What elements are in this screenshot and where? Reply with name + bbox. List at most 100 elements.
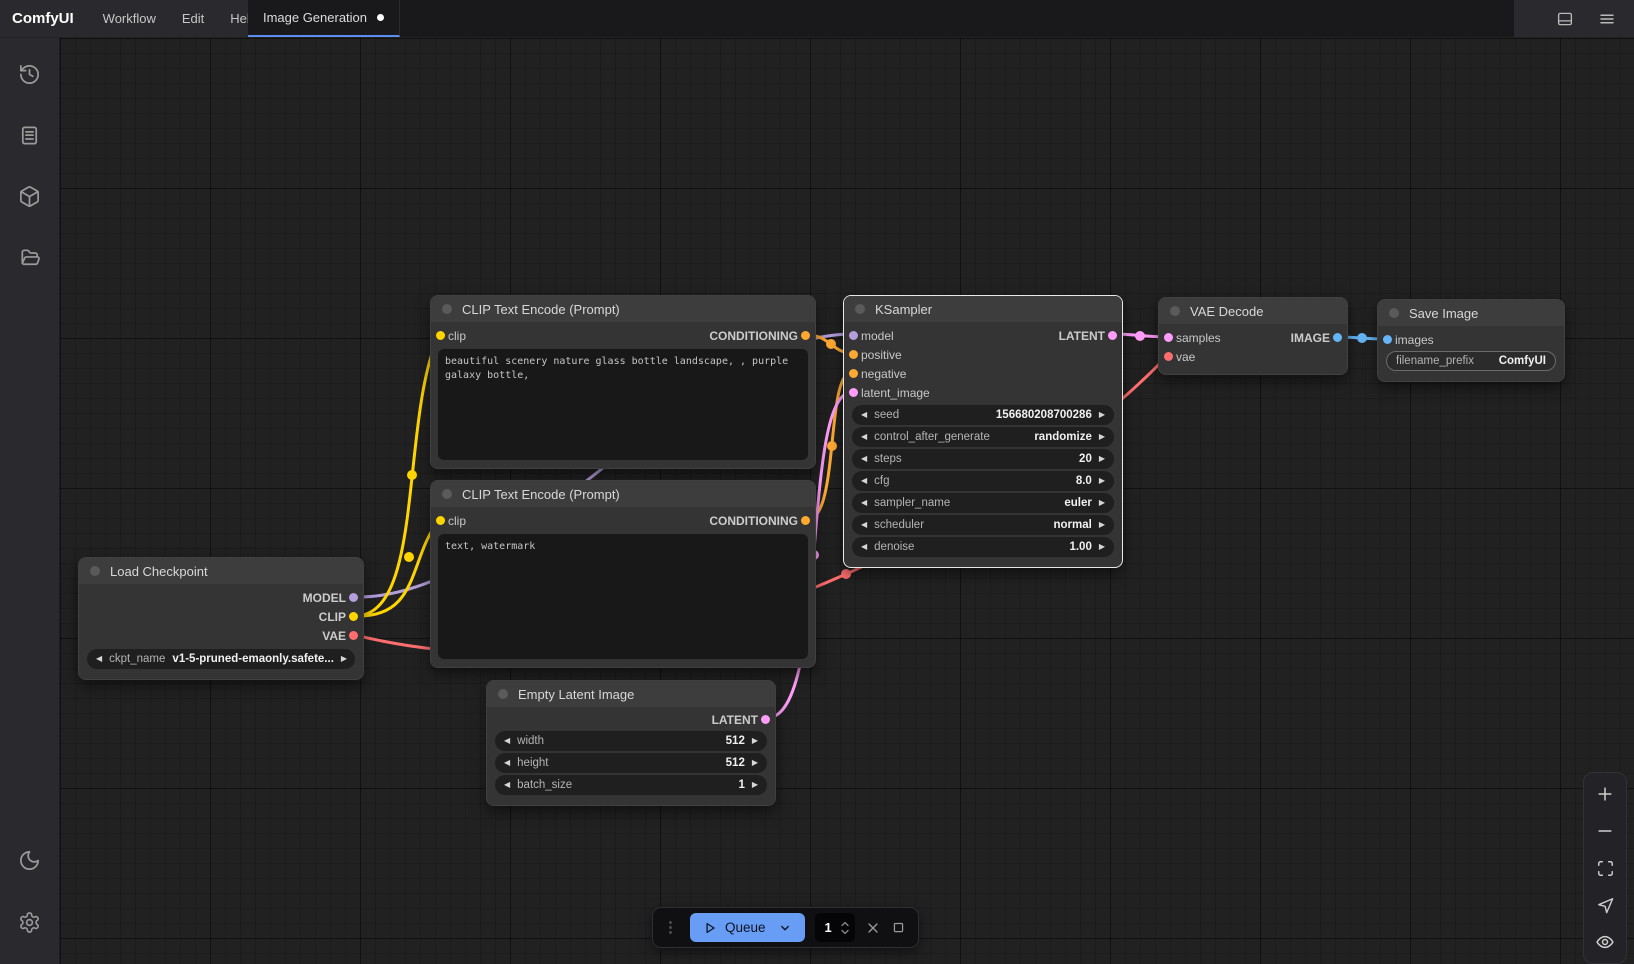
decrement-arrow-icon[interactable]: ◀ — [96, 654, 103, 663]
node-save-image[interactable]: Save Image images filename_prefix ComfyU… — [1377, 299, 1565, 382]
widget-control-after-generate[interactable]: ◀ control_after_generate randomize ▶ — [852, 427, 1114, 447]
decrement-arrow-icon[interactable]: ◀ — [861, 542, 868, 551]
menu-workflow[interactable]: Workflow — [102, 11, 156, 26]
node-ksampler[interactable]: KSampler model LATENT positive negative … — [843, 295, 1123, 568]
increment-arrow-icon[interactable]: ▶ — [340, 654, 348, 663]
input-slot-vae[interactable] — [1164, 352, 1173, 361]
moon-icon[interactable] — [10, 840, 50, 880]
queue-button[interactable]: Queue — [690, 913, 805, 942]
node-clip-text-encode-negative[interactable]: CLIP Text Encode (Prompt) clip CONDITION… — [430, 480, 816, 668]
interrupt-button[interactable] — [891, 920, 906, 935]
menu-edit[interactable]: Edit — [181, 11, 205, 26]
hamburger-menu-icon[interactable] — [1598, 10, 1616, 28]
input-slot-images[interactable] — [1383, 335, 1392, 344]
widget-steps[interactable]: ◀ steps 20 ▶ — [852, 449, 1114, 469]
chevron-down-icon[interactable] — [778, 921, 792, 935]
decrement-arrow-icon[interactable]: ◀ — [504, 758, 511, 767]
increment-arrow-icon[interactable]: ▶ — [1098, 432, 1105, 441]
fit-view-button[interactable] — [1593, 856, 1617, 880]
output-slot-conditioning[interactable] — [801, 331, 810, 340]
output-slot-latent[interactable] — [1108, 331, 1117, 340]
increment-arrow-icon[interactable]: ▶ — [1098, 454, 1105, 463]
decrement-arrow-icon[interactable]: ◀ — [861, 520, 868, 529]
zoom-in-button[interactable] — [1593, 782, 1617, 806]
batch-count-input[interactable]: 1 — [814, 913, 855, 942]
node-title-bar[interactable]: CLIP Text Encode (Prompt) — [431, 296, 815, 322]
node-vae-decode[interactable]: VAE Decode samples IMAGE vae — [1158, 297, 1348, 375]
decrement-arrow-icon[interactable]: ◀ — [504, 736, 511, 745]
decrement-arrow-icon[interactable]: ◀ — [861, 476, 868, 485]
drag-handle[interactable]: ⋮ — [663, 919, 678, 936]
output-slot-vae[interactable] — [349, 631, 358, 640]
widget-cfg[interactable]: ◀ cfg 8.0 ▶ — [852, 471, 1114, 491]
node-load-checkpoint[interactable]: Load Checkpoint MODEL CLIP VAE ◀ ckpt_na… — [78, 557, 364, 680]
node-clip-text-encode-positive[interactable]: CLIP Text Encode (Prompt) clip CONDITION… — [430, 295, 816, 469]
slot-row: vae — [1159, 347, 1347, 366]
widget-scheduler[interactable]: ◀ scheduler normal ▶ — [852, 515, 1114, 535]
widget-filename-prefix[interactable]: filename_prefix ComfyUI — [1386, 351, 1556, 371]
output-slot-latent[interactable] — [761, 715, 770, 724]
collapse-dot[interactable] — [90, 566, 100, 576]
increment-arrow-icon[interactable]: ▶ — [751, 736, 758, 745]
folder-open-icon[interactable] — [10, 237, 50, 277]
output-slot-clip[interactable] — [349, 612, 358, 621]
input-slot-clip[interactable] — [436, 516, 445, 525]
input-slot-latent-image[interactable] — [849, 388, 858, 397]
input-slot-samples[interactable] — [1164, 333, 1173, 342]
decrement-arrow-icon[interactable]: ◀ — [861, 432, 868, 441]
node-title-bar[interactable]: KSampler — [844, 296, 1122, 322]
widget-width[interactable]: ◀ width 512 ▶ — [495, 731, 767, 751]
widget-denoise[interactable]: ◀ denoise 1.00 ▶ — [852, 537, 1114, 557]
chevron-down-icon[interactable] — [839, 928, 851, 937]
box-icon[interactable] — [10, 176, 50, 216]
chevron-up-icon[interactable] — [839, 919, 851, 928]
increment-arrow-icon[interactable]: ▶ — [1098, 410, 1105, 419]
decrement-arrow-icon[interactable]: ◀ — [504, 780, 511, 789]
zoom-out-button[interactable] — [1593, 819, 1617, 843]
decrement-arrow-icon[interactable]: ◀ — [861, 498, 868, 507]
node-title-bar[interactable]: Load Checkpoint — [79, 558, 363, 584]
widget-height[interactable]: ◀ height 512 ▶ — [495, 753, 767, 773]
collapse-dot[interactable] — [442, 304, 452, 314]
clear-queue-button[interactable] — [865, 920, 881, 936]
node-title-bar[interactable]: Save Image — [1378, 300, 1564, 326]
increment-arrow-icon[interactable]: ▶ — [1098, 542, 1105, 551]
input-slot-model[interactable] — [849, 331, 858, 340]
input-slot-negative[interactable] — [849, 369, 858, 378]
panel-bottom-icon[interactable] — [1556, 10, 1574, 28]
tab-image-generation[interactable]: Image Generation — [248, 0, 400, 37]
collapse-dot[interactable] — [1389, 308, 1399, 318]
output-slot-model[interactable] — [349, 593, 358, 602]
output-slot-conditioning[interactable] — [801, 516, 810, 525]
widget-ckpt-name[interactable]: ◀ ckpt_name v1-5-pruned-emaonly.safete..… — [87, 649, 355, 669]
toggle-link-visibility-button[interactable] — [1593, 930, 1617, 954]
collapse-dot[interactable] — [1170, 306, 1180, 316]
increment-arrow-icon[interactable]: ▶ — [751, 758, 758, 767]
increment-arrow-icon[interactable]: ▶ — [751, 780, 758, 789]
increment-arrow-icon[interactable]: ▶ — [1098, 520, 1105, 529]
widget-batch-size[interactable]: ◀ batch_size 1 ▶ — [495, 775, 767, 795]
node-title-bar[interactable]: VAE Decode — [1159, 298, 1347, 324]
node-empty-latent-image[interactable]: Empty Latent Image LATENT ◀ width 512 ▶ … — [486, 680, 776, 806]
input-slot-clip[interactable] — [436, 331, 445, 340]
node-title: CLIP Text Encode (Prompt) — [462, 301, 620, 317]
widget-sampler-name[interactable]: ◀ sampler_name euler ▶ — [852, 493, 1114, 513]
decrement-arrow-icon[interactable]: ◀ — [861, 410, 868, 419]
decrement-arrow-icon[interactable]: ◀ — [861, 454, 868, 463]
node-title-bar[interactable]: CLIP Text Encode (Prompt) — [431, 481, 815, 507]
collapse-dot[interactable] — [855, 304, 865, 314]
prompt-textarea[interactable]: beautiful scenery nature glass bottle la… — [438, 349, 808, 460]
history-icon[interactable] — [10, 54, 50, 94]
output-slot-image[interactable] — [1333, 333, 1342, 342]
collapse-dot[interactable] — [442, 489, 452, 499]
select-mode-button[interactable] — [1593, 893, 1617, 917]
collapse-dot[interactable] — [498, 689, 508, 699]
increment-arrow-icon[interactable]: ▶ — [1098, 476, 1105, 485]
widget-seed[interactable]: ◀ seed 156680208700286 ▶ — [852, 405, 1114, 425]
prompt-textarea[interactable]: text, watermark — [438, 534, 808, 659]
increment-arrow-icon[interactable]: ▶ — [1098, 498, 1105, 507]
gear-icon[interactable] — [10, 902, 50, 942]
notebook-icon[interactable] — [10, 115, 50, 155]
input-slot-positive[interactable] — [849, 350, 858, 359]
node-title-bar[interactable]: Empty Latent Image — [487, 681, 775, 707]
